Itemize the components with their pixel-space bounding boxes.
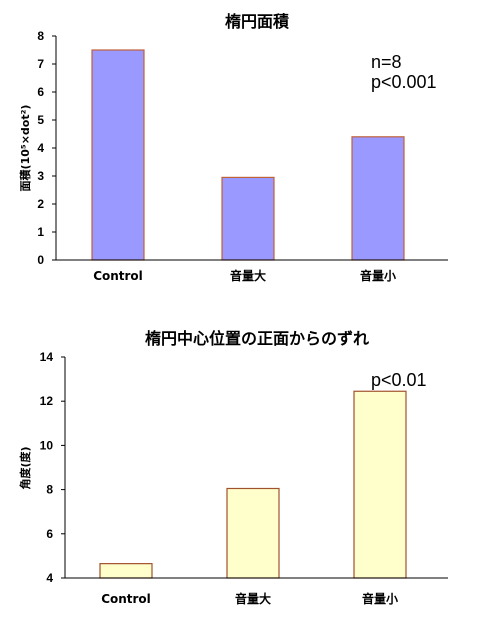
chart-area-angle: 楕円中心位置の正面からのずれ 角度(度) 4 6 8 10 12 14 Control 音量… xyxy=(18,329,448,606)
bar-0 xyxy=(91,49,145,261)
category-labels: Control 音量大 音量小 xyxy=(93,268,396,283)
category-label: Control xyxy=(93,269,143,283)
y-tick-label: 10 xyxy=(40,438,54,452)
y-axis-label: 面積(10⁵×dot²) xyxy=(18,105,32,192)
y-axis-label: 角度(度) xyxy=(18,446,32,489)
category-label: 音量大 xyxy=(235,591,271,606)
y-tick-label: 2 xyxy=(37,197,44,211)
y-tick-label: 8 xyxy=(46,483,53,497)
y-tick-label: 14 xyxy=(40,350,54,364)
y-tick-label: 12 xyxy=(40,394,54,408)
y-tick-label: 1 xyxy=(37,225,44,239)
y-tick-label: 6 xyxy=(46,527,53,541)
bars xyxy=(99,390,407,579)
category-label: 音量小 xyxy=(362,591,398,606)
chart-title: 楕円中心位置の正面からのずれ xyxy=(145,329,369,348)
y-tick-label: 4 xyxy=(46,571,53,585)
y-tick-label: 4 xyxy=(37,141,44,155)
bar-2 xyxy=(351,136,405,261)
y-ticks: 4 6 8 10 12 14 xyxy=(40,350,65,585)
y-tick-label: 6 xyxy=(37,85,44,99)
bar-2 xyxy=(353,390,407,579)
annotation-n: n=8 xyxy=(371,52,402,72)
y-tick-label: 3 xyxy=(37,169,44,183)
bars xyxy=(91,49,405,261)
y-tick-label: 7 xyxy=(37,57,44,71)
chart-area-ellipse: 楕円面積 面積(10⁵×dot²) 0 1 2 3 4 5 6 7 8 Control 音量大 音量… xyxy=(18,12,448,283)
category-label: 音量小 xyxy=(360,268,396,283)
bar-1 xyxy=(226,487,280,579)
chart-title: 楕円面積 xyxy=(225,12,290,31)
category-label: Control xyxy=(101,592,151,606)
annotation-p: p<0.01 xyxy=(371,370,427,390)
annotation-p: p<0.001 xyxy=(371,72,437,92)
y-tick-label: 8 xyxy=(37,29,44,43)
bar-1 xyxy=(221,176,275,261)
y-ticks: 0 1 2 3 4 5 6 7 8 xyxy=(37,29,56,267)
category-label: 音量大 xyxy=(230,268,266,283)
bar-0 xyxy=(99,563,153,579)
y-tick-label: 5 xyxy=(37,113,44,127)
category-labels: Control 音量大 音量小 xyxy=(101,591,398,606)
y-tick-label: 0 xyxy=(37,253,44,267)
